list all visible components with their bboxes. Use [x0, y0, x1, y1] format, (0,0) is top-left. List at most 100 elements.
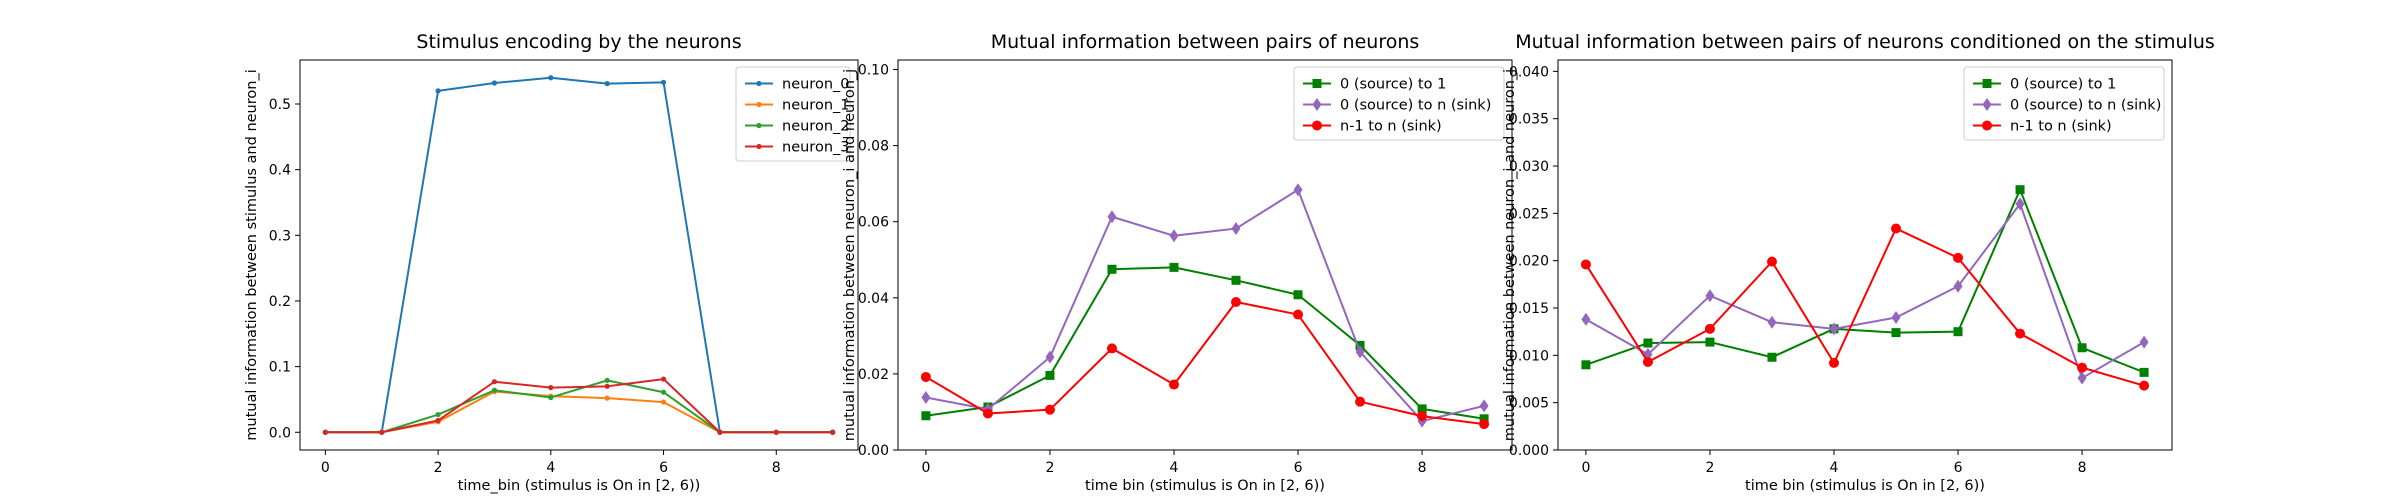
x-tick-label: 8: [772, 460, 781, 476]
data-point: [1766, 256, 1777, 267]
data-point: [1829, 322, 1839, 336]
data-point: [921, 390, 931, 404]
data-point: [1891, 328, 1901, 338]
data-point: [1643, 338, 1653, 348]
data-point: [1045, 350, 1055, 364]
x-tick-label: 0: [1581, 460, 1590, 476]
data-point: [660, 376, 667, 382]
data-point: [1828, 357, 1839, 368]
data-point: [660, 79, 667, 85]
x-tick-label: 6: [659, 460, 668, 476]
y-tick-label: 0.5: [269, 97, 291, 113]
series-line-3: [1585, 227, 2145, 387]
series-line-1: [925, 266, 1485, 420]
x-axis-label: time bin (stimulus is On in [2, 6)): [1745, 478, 1985, 494]
legend-marker: [1312, 79, 1322, 88]
data-point: [1479, 419, 1490, 430]
x-tick-label: 6: [1294, 460, 1303, 476]
data-point: [1767, 315, 1777, 329]
data-point: [1168, 379, 1179, 390]
y-tick-label: 0.000: [1509, 443, 1549, 459]
y-tick-label: 0.2: [269, 294, 291, 310]
data-point: [1107, 210, 1117, 224]
data-point: [1293, 309, 1304, 320]
data-point: [1580, 259, 1591, 270]
legend-label: 0 (source) to n (sink): [1340, 98, 1491, 114]
legend-label: neuron_2: [782, 119, 849, 135]
data-point: [982, 408, 993, 419]
data-point: [2139, 380, 2150, 391]
legend-marker: [1982, 120, 1992, 131]
data-point: [1479, 399, 1489, 413]
y-tick-label: 0.0: [269, 425, 291, 441]
legend-marker: [756, 143, 762, 150]
data-point: [1704, 323, 1715, 334]
x-tick-label: 4: [546, 460, 555, 476]
legend: neuron_0 neuron_1 neuron_2 neuron_3: [735, 66, 851, 162]
data-point: [1169, 229, 1179, 243]
data-point: [1169, 262, 1179, 272]
chart-panel-2: 0 2 4 6 8 0.00 0.02 0.04 0.06 0.08 0.10 Mutual info…: [842, 31, 1513, 494]
data-point: [1953, 327, 1963, 337]
legend-label: neuron_0: [782, 77, 849, 93]
legend-marker: [756, 80, 762, 87]
data-point: [660, 389, 667, 395]
legend-label: n-1 to n (sink): [1340, 119, 1442, 135]
x-tick-label: 4: [1830, 460, 1839, 476]
data-point: [2139, 335, 2149, 349]
data-point: [1231, 275, 1241, 285]
data-point: [1705, 337, 1715, 347]
legend-marker: [756, 101, 762, 108]
chart-panel-3: 0 2 4 6 8 0.000 0.005 0.010 0.015 0.020 0.025 0.030…: [1502, 31, 2215, 494]
data-point: [604, 383, 610, 389]
chart-title: Mutual information between pairs of neur…: [991, 31, 1420, 53]
data-point: [1293, 183, 1303, 197]
data-point: [548, 394, 554, 401]
data-point: [604, 395, 610, 401]
legend-marker: [1982, 98, 1992, 111]
series-line-3: [925, 300, 1485, 426]
legend-box: [1293, 66, 1505, 141]
data-point: [1417, 411, 1428, 422]
series-line-3: [325, 379, 833, 434]
data-point: [1479, 414, 1489, 424]
x-tick-label: 2: [434, 460, 443, 476]
data-point: [322, 429, 328, 435]
x-axis-label: time_bin (stimulus is On in [2, 6)): [458, 478, 701, 494]
series-line-2: [1585, 202, 2145, 380]
y-tick-label: 0.015: [1509, 301, 1549, 317]
y-tick-label: 0.08: [858, 139, 889, 155]
data-point: [548, 385, 554, 391]
series-line-2: [925, 188, 1485, 423]
y-tick-label: 0.1: [269, 360, 291, 376]
legend-label: 0 (source) to 1: [2010, 77, 2116, 93]
data-point: [1953, 279, 1963, 293]
data-point: [435, 411, 441, 418]
legend-label: 0 (source) to n (sink): [2010, 98, 2161, 114]
y-tick-label: 0.010: [1509, 348, 1549, 364]
data-point: [2077, 371, 2087, 385]
y-tick-label: 0.00: [858, 443, 889, 459]
data-point: [1705, 289, 1715, 303]
plot-frame: [299, 59, 859, 451]
plot-frame: [897, 59, 1513, 451]
chart-title: Mutual information between pairs of neur…: [1515, 31, 2215, 53]
data-point: [1355, 345, 1365, 359]
y-tick-label: 0.030: [1509, 159, 1549, 175]
legend-marker: [1312, 120, 1322, 131]
data-point: [920, 371, 931, 382]
legend-label: 0 (source) to 1: [1340, 77, 1446, 93]
y-tick-label: 0.02: [858, 367, 889, 383]
data-point: [1045, 370, 1055, 380]
data-point: [1417, 404, 1427, 414]
legend-box: [735, 66, 851, 162]
y-axis-label: mutual information between stimulus and …: [244, 69, 260, 440]
series-line-1: [1585, 188, 2145, 374]
data-point: [491, 80, 498, 86]
data-point: [491, 379, 498, 385]
y-axis-label: mutual information between neuron_i and …: [842, 69, 858, 441]
data-point: [2015, 197, 2025, 211]
y-tick-label: 0.005: [1509, 396, 1549, 412]
data-point: [379, 429, 385, 435]
